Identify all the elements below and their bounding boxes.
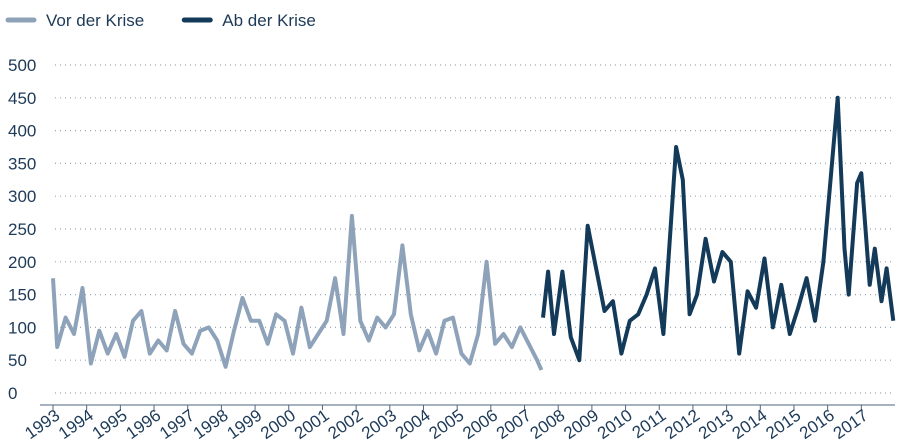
x-tick-label: 2016 bbox=[796, 406, 838, 443]
x-tick-label: 2004 bbox=[392, 406, 434, 443]
x-tick-label: 2011 bbox=[629, 406, 670, 443]
x-tick-label: 1997 bbox=[156, 406, 198, 443]
x-tick-label: 2017 bbox=[830, 406, 872, 443]
y-tick-label: 200 bbox=[8, 253, 36, 272]
y-tick-label: 100 bbox=[8, 318, 36, 337]
x-tick-label: 1994 bbox=[55, 406, 97, 443]
y-tick-label: 250 bbox=[8, 220, 36, 239]
x-tick-label: 2010 bbox=[594, 406, 636, 443]
x-tick-label: 2014 bbox=[729, 406, 771, 443]
legend-label: Ab der Krise bbox=[222, 11, 316, 30]
y-tick-label: 450 bbox=[8, 89, 36, 108]
x-tick-label: 2000 bbox=[257, 406, 299, 443]
y-tick-label: 350 bbox=[8, 154, 36, 173]
x-tick-label: 2006 bbox=[459, 406, 501, 443]
x-tick-label: 1998 bbox=[190, 406, 232, 443]
y-tick-label: 500 bbox=[8, 56, 36, 75]
x-tick-label: 1995 bbox=[89, 406, 131, 443]
x-tick-label: 1999 bbox=[223, 406, 265, 443]
y-tick-label: 300 bbox=[8, 187, 36, 206]
x-tick-label: 2001 bbox=[291, 406, 333, 443]
x-tick-label: 1993 bbox=[21, 406, 63, 443]
y-tick-label: 400 bbox=[8, 122, 36, 141]
series-line bbox=[51, 213, 544, 371]
x-tick-label: 2007 bbox=[493, 406, 535, 443]
x-tick-label: 2003 bbox=[358, 406, 400, 443]
legend-label: Vor der Krise bbox=[46, 11, 144, 30]
x-tick-label: 2005 bbox=[426, 406, 468, 443]
y-tick-label: 0 bbox=[8, 384, 17, 403]
x-tick-label: 2012 bbox=[661, 406, 703, 443]
x-tick-label: 1996 bbox=[122, 406, 164, 443]
x-tick-label: 2002 bbox=[325, 406, 367, 443]
series-line bbox=[541, 95, 896, 363]
x-tick-label: 2013 bbox=[695, 406, 737, 443]
y-tick-label: 150 bbox=[8, 286, 36, 305]
x-tick-label: 2009 bbox=[560, 406, 602, 443]
x-tick-label: 2015 bbox=[762, 406, 804, 443]
y-tick-label: 50 bbox=[8, 351, 27, 370]
x-tick-label: 2008 bbox=[527, 406, 569, 443]
